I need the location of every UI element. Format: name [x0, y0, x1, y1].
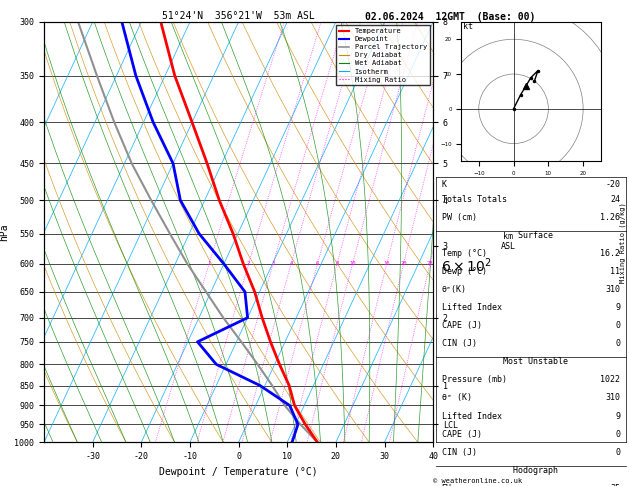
Text: θᵉ(K): θᵉ(K) [442, 285, 467, 295]
Text: Surface: Surface [508, 231, 554, 240]
Text: -20: -20 [605, 180, 620, 189]
Text: kt: kt [463, 22, 473, 31]
Text: 0: 0 [615, 321, 620, 330]
X-axis label: Dewpoint / Temperature (°C): Dewpoint / Temperature (°C) [159, 467, 318, 477]
Text: 9: 9 [615, 412, 620, 420]
Text: 16.2: 16.2 [600, 249, 620, 258]
Text: Temp (°C): Temp (°C) [442, 249, 487, 258]
Text: 20: 20 [400, 261, 407, 266]
Text: 1: 1 [208, 261, 211, 266]
Text: EH: EH [442, 484, 452, 486]
Text: 1022: 1022 [600, 376, 620, 384]
Text: 0: 0 [615, 430, 620, 438]
Legend: Temperature, Dewpoint, Parcel Trajectory, Dry Adiabat, Wet Adiabat, Isotherm, Mi: Temperature, Dewpoint, Parcel Trajectory… [336, 25, 430, 86]
Text: Lifted Index: Lifted Index [442, 412, 502, 420]
Text: CIN (J): CIN (J) [442, 339, 477, 348]
Text: PW (cm): PW (cm) [442, 213, 477, 222]
Text: 16: 16 [384, 261, 390, 266]
Text: Pressure (mb): Pressure (mb) [442, 376, 507, 384]
Y-axis label: hPa: hPa [0, 223, 9, 241]
Title: 51°24'N  356°21'W  53m ASL: 51°24'N 356°21'W 53m ASL [162, 11, 315, 21]
Text: K: K [442, 180, 447, 189]
Text: Mixing Ratio (g/kg): Mixing Ratio (g/kg) [620, 203, 626, 283]
Text: 0: 0 [615, 339, 620, 348]
Text: 9: 9 [615, 303, 620, 312]
Text: Dewp (°C): Dewp (°C) [442, 267, 487, 277]
Text: 35: 35 [610, 484, 620, 486]
Text: 310: 310 [605, 285, 620, 295]
Text: CAPE (J): CAPE (J) [442, 321, 482, 330]
Text: 1.26: 1.26 [600, 213, 620, 222]
Text: 11: 11 [610, 267, 620, 277]
Text: 24: 24 [610, 195, 620, 204]
Text: © weatheronline.co.uk: © weatheronline.co.uk [433, 478, 523, 484]
Text: CAPE (J): CAPE (J) [442, 430, 482, 438]
Text: 0: 0 [615, 448, 620, 456]
Text: 2: 2 [247, 261, 250, 266]
Text: 6: 6 [316, 261, 319, 266]
Text: 3: 3 [272, 261, 275, 266]
Text: 310: 310 [605, 394, 620, 402]
Text: 28: 28 [426, 261, 433, 266]
Y-axis label: km
ASL: km ASL [501, 232, 516, 251]
Text: Most Unstable: Most Unstable [493, 357, 569, 366]
Text: CIN (J): CIN (J) [442, 448, 477, 456]
Text: Totals Totals: Totals Totals [442, 195, 507, 204]
Text: 10: 10 [349, 261, 356, 266]
Text: 4: 4 [289, 261, 292, 266]
Text: θᵉ (K): θᵉ (K) [442, 394, 472, 402]
Text: 8: 8 [335, 261, 338, 266]
Text: Hodograph: Hodograph [503, 466, 559, 475]
Text: Lifted Index: Lifted Index [442, 303, 502, 312]
Text: 02.06.2024  12GMT  (Base: 00): 02.06.2024 12GMT (Base: 00) [365, 12, 535, 22]
